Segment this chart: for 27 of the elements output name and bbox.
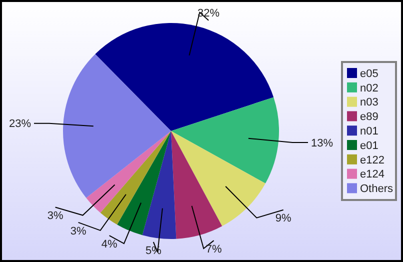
legend-label: e122: [360, 154, 384, 166]
data-label: 5%: [145, 244, 162, 257]
pie-slice: [142, 131, 176, 239]
pie-slice: [171, 131, 222, 239]
pie-slice: [117, 131, 171, 236]
pie-slice: [63, 54, 171, 198]
pie-slice: [171, 131, 266, 226]
legend-label: n01: [360, 125, 378, 138]
data-label: 9%: [275, 212, 292, 225]
pie-slice: [86, 131, 171, 213]
legend-label: e124: [360, 168, 384, 181]
pie-slice: [95, 23, 274, 131]
legend-label: e01: [360, 140, 378, 152]
pie-slice: [171, 97, 279, 184]
legend-label: e89: [360, 111, 378, 124]
data-label: 3%: [47, 210, 64, 222]
data-label: 23%: [8, 118, 32, 130]
pie-slice: [100, 131, 171, 225]
legend-label: Others: [360, 183, 394, 196]
data-label: 4%: [101, 238, 118, 250]
data-label: 3%: [70, 225, 86, 238]
legend-label: n02: [360, 82, 378, 94]
data-label: 7%: [206, 243, 222, 256]
data-label: 13%: [310, 137, 334, 150]
data-label: 32%: [198, 7, 220, 20]
legend-label: e05: [360, 68, 378, 80]
legend-label: n03: [360, 96, 378, 109]
